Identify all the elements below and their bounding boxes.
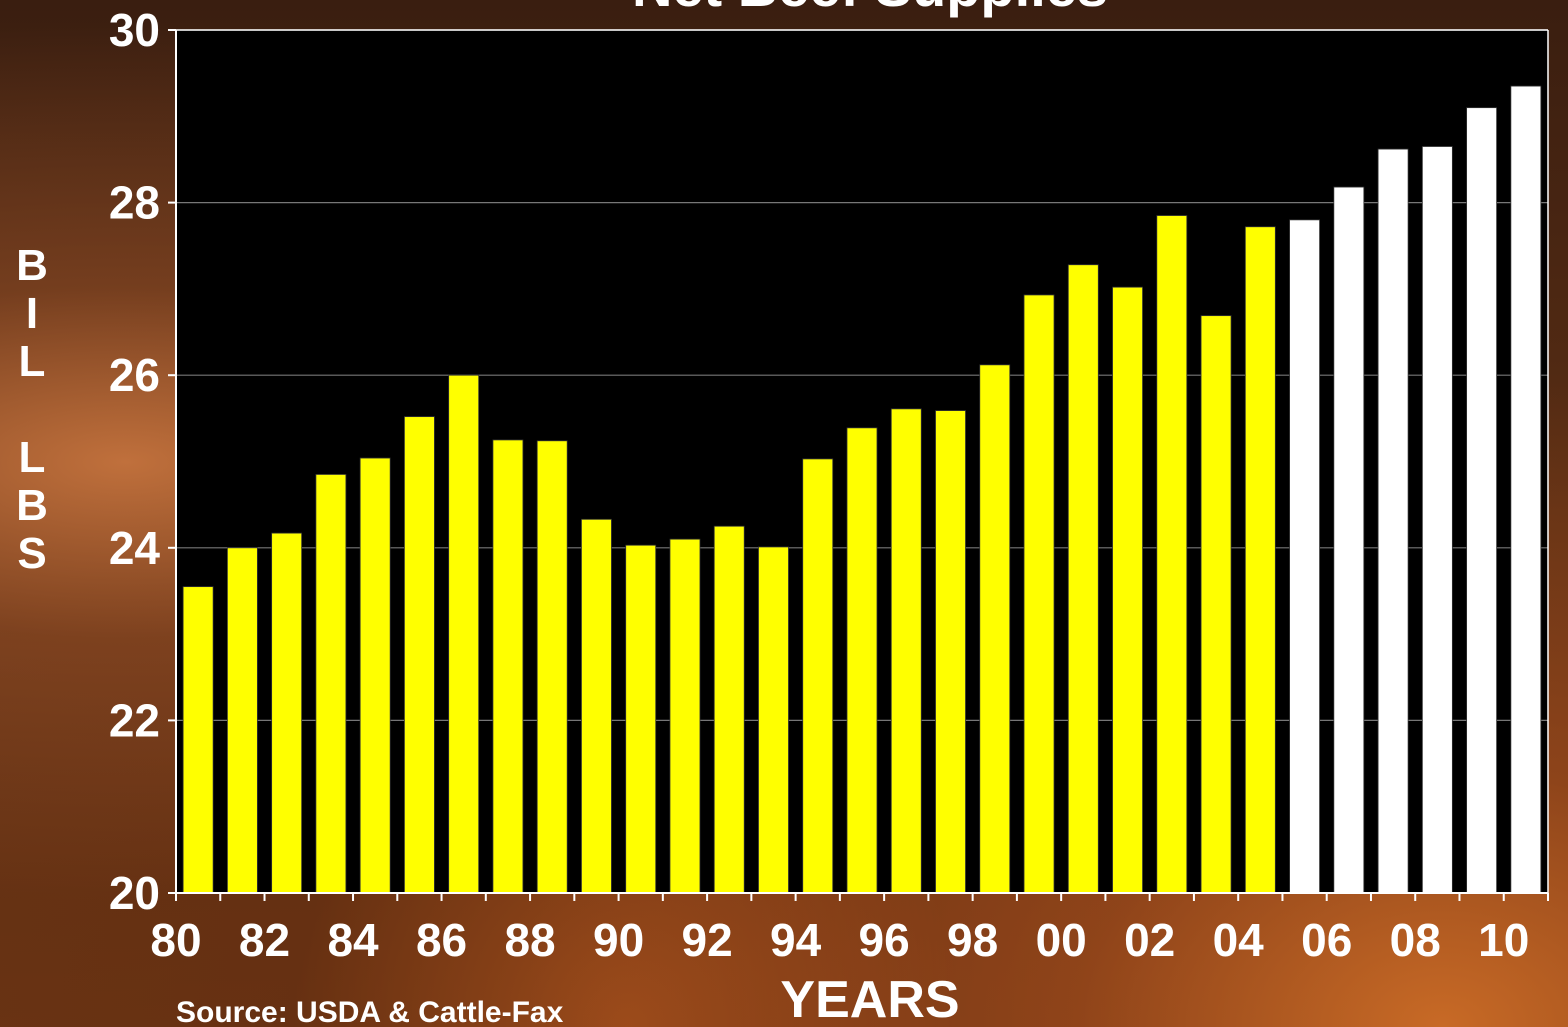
chart-title: Net Beef Supplies [632, 0, 1108, 18]
bar-1994 [802, 458, 834, 894]
bar-2001 [1112, 286, 1143, 894]
x-tick-label: 04 [1213, 914, 1265, 966]
x-tick-label: 06 [1301, 914, 1352, 966]
y-axis-label-letter: L [19, 337, 46, 386]
x-tick-label: 84 [327, 914, 379, 966]
bar-2007 [1377, 148, 1409, 894]
x-tick-label: 82 [239, 914, 290, 966]
x-tick-label: 96 [859, 914, 910, 966]
bar-2009 [1466, 107, 1498, 894]
bar-2004 [1244, 226, 1276, 894]
x-tick-label: 94 [770, 914, 822, 966]
y-tick-labels: 20 22 24 26 28 30 [109, 4, 161, 919]
bar-2006 [1333, 186, 1365, 894]
axes [168, 29, 1549, 901]
y-tick-label: 30 [109, 4, 160, 56]
bar-2010 [1510, 85, 1542, 894]
y-axis-label-letter: L [19, 433, 46, 482]
y-tick-label: 24 [109, 522, 161, 574]
bar-1981 [226, 547, 258, 894]
bar-1985 [404, 416, 435, 894]
x-tick-label: 90 [593, 914, 644, 966]
y-tick-label: 26 [109, 349, 160, 401]
y-tick-label: 22 [109, 694, 160, 746]
x-axis-label: YEARS [780, 971, 959, 1027]
x-tick-label: 88 [504, 914, 555, 966]
bar-1995 [846, 427, 878, 894]
x-tick-label: 02 [1124, 914, 1175, 966]
bar-1983 [315, 474, 347, 894]
x-tick-labels: 80 82 84 86 88 90 92 94 96 98 00 02 04 06 08 10 [150, 914, 1529, 966]
bar-1996 [890, 408, 922, 894]
bar-1989 [581, 518, 612, 894]
x-tick-label: 10 [1478, 914, 1529, 966]
bar-2000 [1067, 264, 1099, 894]
y-tick-label: 28 [109, 177, 160, 229]
bar-2008 [1421, 146, 1453, 894]
x-tick-label: 98 [947, 914, 998, 966]
bar-2005 [1289, 219, 1320, 894]
source-note: Source: USDA & Cattle-Fax [176, 996, 564, 1027]
bar-1986 [448, 374, 480, 894]
x-tick-label: 92 [682, 914, 733, 966]
bar-1993 [758, 546, 789, 894]
x-tick-label: 86 [416, 914, 467, 966]
x-tick-label: 08 [1390, 914, 1441, 966]
bar-1982 [271, 532, 303, 894]
bar-1991 [669, 538, 701, 894]
y-axis-label-letter: S [17, 529, 46, 578]
y-axis-label-letter: B [16, 241, 48, 290]
bar-1997 [935, 410, 966, 894]
bar-1999 [1023, 294, 1055, 894]
bar-1992 [713, 525, 745, 894]
bar-1988 [536, 440, 568, 894]
bar-2003 [1200, 315, 1232, 894]
x-tick-label: 00 [1036, 914, 1087, 966]
bar-2002 [1156, 215, 1188, 894]
bar-1990 [625, 544, 657, 894]
y-axis-label-letter: I [26, 289, 38, 338]
bar-1998 [979, 364, 1011, 894]
y-tick-label: 20 [109, 867, 160, 919]
bar-1987 [492, 439, 524, 894]
y-axis-label-letter: B [16, 481, 48, 530]
bar-1980 [182, 586, 214, 894]
bar-1984 [359, 457, 391, 894]
x-tick-label: 80 [150, 914, 201, 966]
